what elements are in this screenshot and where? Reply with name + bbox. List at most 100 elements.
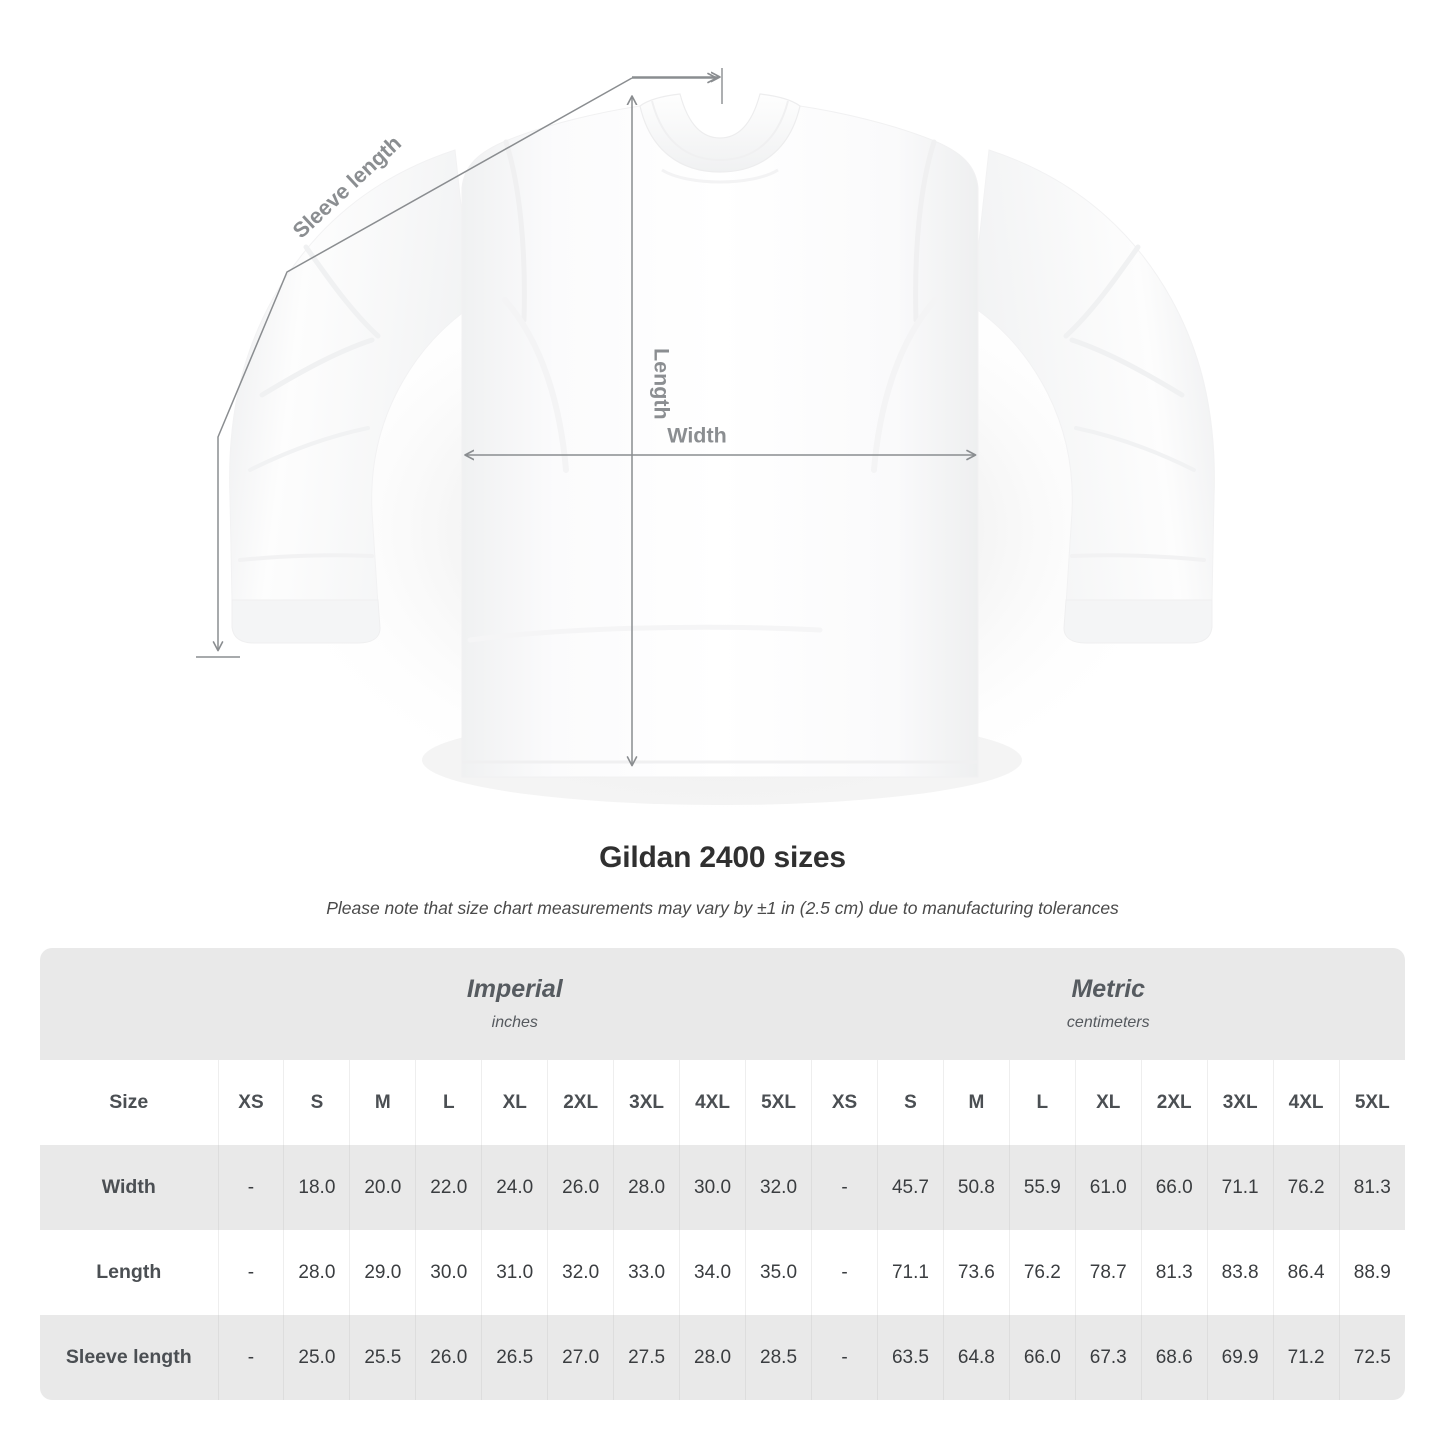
size-col-header: 4XL	[1272, 1060, 1340, 1145]
measure-cell: 35.0	[744, 1230, 812, 1315]
size-col-header: 5XL	[744, 1060, 812, 1145]
unit-header-row: Imperial inches Metric centimeters	[40, 948, 1405, 1060]
table-row: Sleeve length - 25.0 25.5 26.0 26.5 27.0…	[40, 1315, 1405, 1400]
measure-cell: 26.0	[547, 1145, 614, 1230]
measure-cell: 45.7	[876, 1145, 944, 1230]
measure-cell: 71.1	[1206, 1145, 1274, 1230]
measure-cell: 81.3	[1140, 1230, 1208, 1315]
measure-cell: 27.5	[613, 1315, 680, 1400]
measure-cell: 67.3	[1074, 1315, 1142, 1400]
size-col-header: XL	[481, 1060, 548, 1145]
measure-cell: -	[811, 1230, 878, 1315]
length-label: Length	[649, 348, 673, 420]
table-row: Width - 18.0 20.0 22.0 24.0 26.0 28.0 30…	[40, 1145, 1405, 1230]
measure-cell: 55.9	[1008, 1145, 1076, 1230]
measure-cell: 78.7	[1074, 1230, 1142, 1315]
measure-cell: 28.0	[679, 1315, 746, 1400]
size-col-header: M	[942, 1060, 1010, 1145]
size-chart-diagram: Sleeve length Length Width	[196, 68, 1215, 830]
size-col-header: 2XL	[1140, 1060, 1208, 1145]
size-col-header: M	[349, 1060, 416, 1145]
measure-cell: 76.2	[1272, 1145, 1340, 1230]
size-table: Imperial inches Metric centimeters Size …	[40, 948, 1405, 1400]
measure-cell: 33.0	[613, 1230, 680, 1315]
measure-cell: 18.0	[283, 1145, 350, 1230]
measure-cell: 26.5	[481, 1315, 548, 1400]
size-col-header: S	[283, 1060, 350, 1145]
width-label: Width	[667, 424, 727, 448]
chart-caption: Gildan 2400 sizes Please note that size …	[0, 838, 1445, 922]
left-cuff	[231, 599, 381, 644]
size-col-header: 3XL	[613, 1060, 680, 1145]
size-table-container: Imperial inches Metric centimeters Size …	[40, 948, 1405, 1400]
measure-cell: -	[811, 1315, 878, 1400]
measure-cell: 61.0	[1074, 1145, 1142, 1230]
collar-rib	[639, 93, 801, 173]
sleeve-length-line	[212, 77, 633, 652]
measure-cell: 63.5	[876, 1315, 944, 1400]
measure-cell: 83.8	[1206, 1230, 1274, 1315]
measure-cell: 71.1	[876, 1230, 944, 1315]
measure-cell: 88.9	[1338, 1230, 1405, 1315]
size-col-header: 5XL	[1338, 1060, 1405, 1145]
measure-cell: 32.0	[744, 1145, 812, 1230]
measure-cell: 20.0	[349, 1145, 416, 1230]
measure-cell: 29.0	[349, 1230, 416, 1315]
size-col-header: 4XL	[679, 1060, 746, 1145]
measure-cell: 25.0	[283, 1315, 350, 1400]
measure-cell: 32.0	[547, 1230, 614, 1315]
measure-cell: -	[217, 1145, 284, 1230]
unit-group-metric-name: Metric	[1071, 975, 1146, 1003]
unit-group-imperial: Imperial inches	[218, 948, 812, 1060]
measure-cell: 81.3	[1338, 1145, 1405, 1230]
size-header-label: Size	[40, 1060, 218, 1145]
measure-cell: 86.4	[1272, 1230, 1340, 1315]
row-label: Sleeve length	[40, 1315, 218, 1400]
measure-cell: 64.8	[942, 1315, 1010, 1400]
tolerance-note: Please note that size chart measurements…	[326, 898, 1119, 918]
measure-cell: 72.5	[1338, 1315, 1405, 1400]
measure-cell: 30.0	[679, 1145, 746, 1230]
measure-cell: -	[217, 1315, 284, 1400]
unit-group-metric: Metric centimeters	[811, 948, 1405, 1060]
measure-cell: 50.8	[942, 1145, 1010, 1230]
measure-cell: 22.0	[415, 1145, 482, 1230]
table-row: Length - 28.0 29.0 30.0 31.0 32.0 33.0 3…	[40, 1230, 1405, 1315]
size-col-header: L	[1008, 1060, 1076, 1145]
measure-cell: 68.6	[1140, 1315, 1208, 1400]
measure-cell: 25.5	[349, 1315, 416, 1400]
size-col-header: 3XL	[1206, 1060, 1274, 1145]
measure-cell: 24.0	[481, 1145, 548, 1230]
measure-cell: -	[217, 1230, 284, 1315]
measure-cell: 26.0	[415, 1315, 482, 1400]
size-col-header: XS	[217, 1060, 284, 1145]
measure-cell: 31.0	[481, 1230, 548, 1315]
right-cuff	[1063, 599, 1213, 644]
garment-illustration: Sleeve length Length Width	[196, 68, 1215, 830]
measure-cell: 34.0	[679, 1230, 746, 1315]
size-col-header: XS	[811, 1060, 878, 1145]
measure-cell: -	[811, 1145, 878, 1230]
collar-shadow-line	[661, 168, 779, 184]
measure-cell: 28.0	[613, 1145, 680, 1230]
measure-cell: 73.6	[942, 1230, 1010, 1315]
unit-row-spacer	[40, 948, 218, 1060]
measure-cell: 69.9	[1206, 1315, 1274, 1400]
size-col-header: 2XL	[547, 1060, 614, 1145]
measure-cell: 27.0	[547, 1315, 614, 1400]
measure-cell: 28.0	[283, 1230, 350, 1315]
row-label: Width	[40, 1145, 218, 1230]
measure-cell: 28.5	[744, 1315, 812, 1400]
unit-group-metric-sub: centimeters	[1066, 1014, 1150, 1031]
row-label: Length	[40, 1230, 218, 1315]
size-col-header: S	[876, 1060, 944, 1145]
measure-cell: 76.2	[1008, 1230, 1076, 1315]
size-col-header: L	[415, 1060, 482, 1145]
measure-cell: 71.2	[1272, 1315, 1340, 1400]
collar-inner-line	[651, 100, 789, 162]
page-title: Gildan 2400 sizes	[599, 841, 846, 874]
size-header-row: Size XS S M L XL 2XL 3XL 4XL 5XL XS S M …	[40, 1060, 1405, 1145]
measure-cell: 66.0	[1140, 1145, 1208, 1230]
unit-group-imperial-name: Imperial	[466, 975, 563, 1003]
size-col-header: XL	[1074, 1060, 1142, 1145]
